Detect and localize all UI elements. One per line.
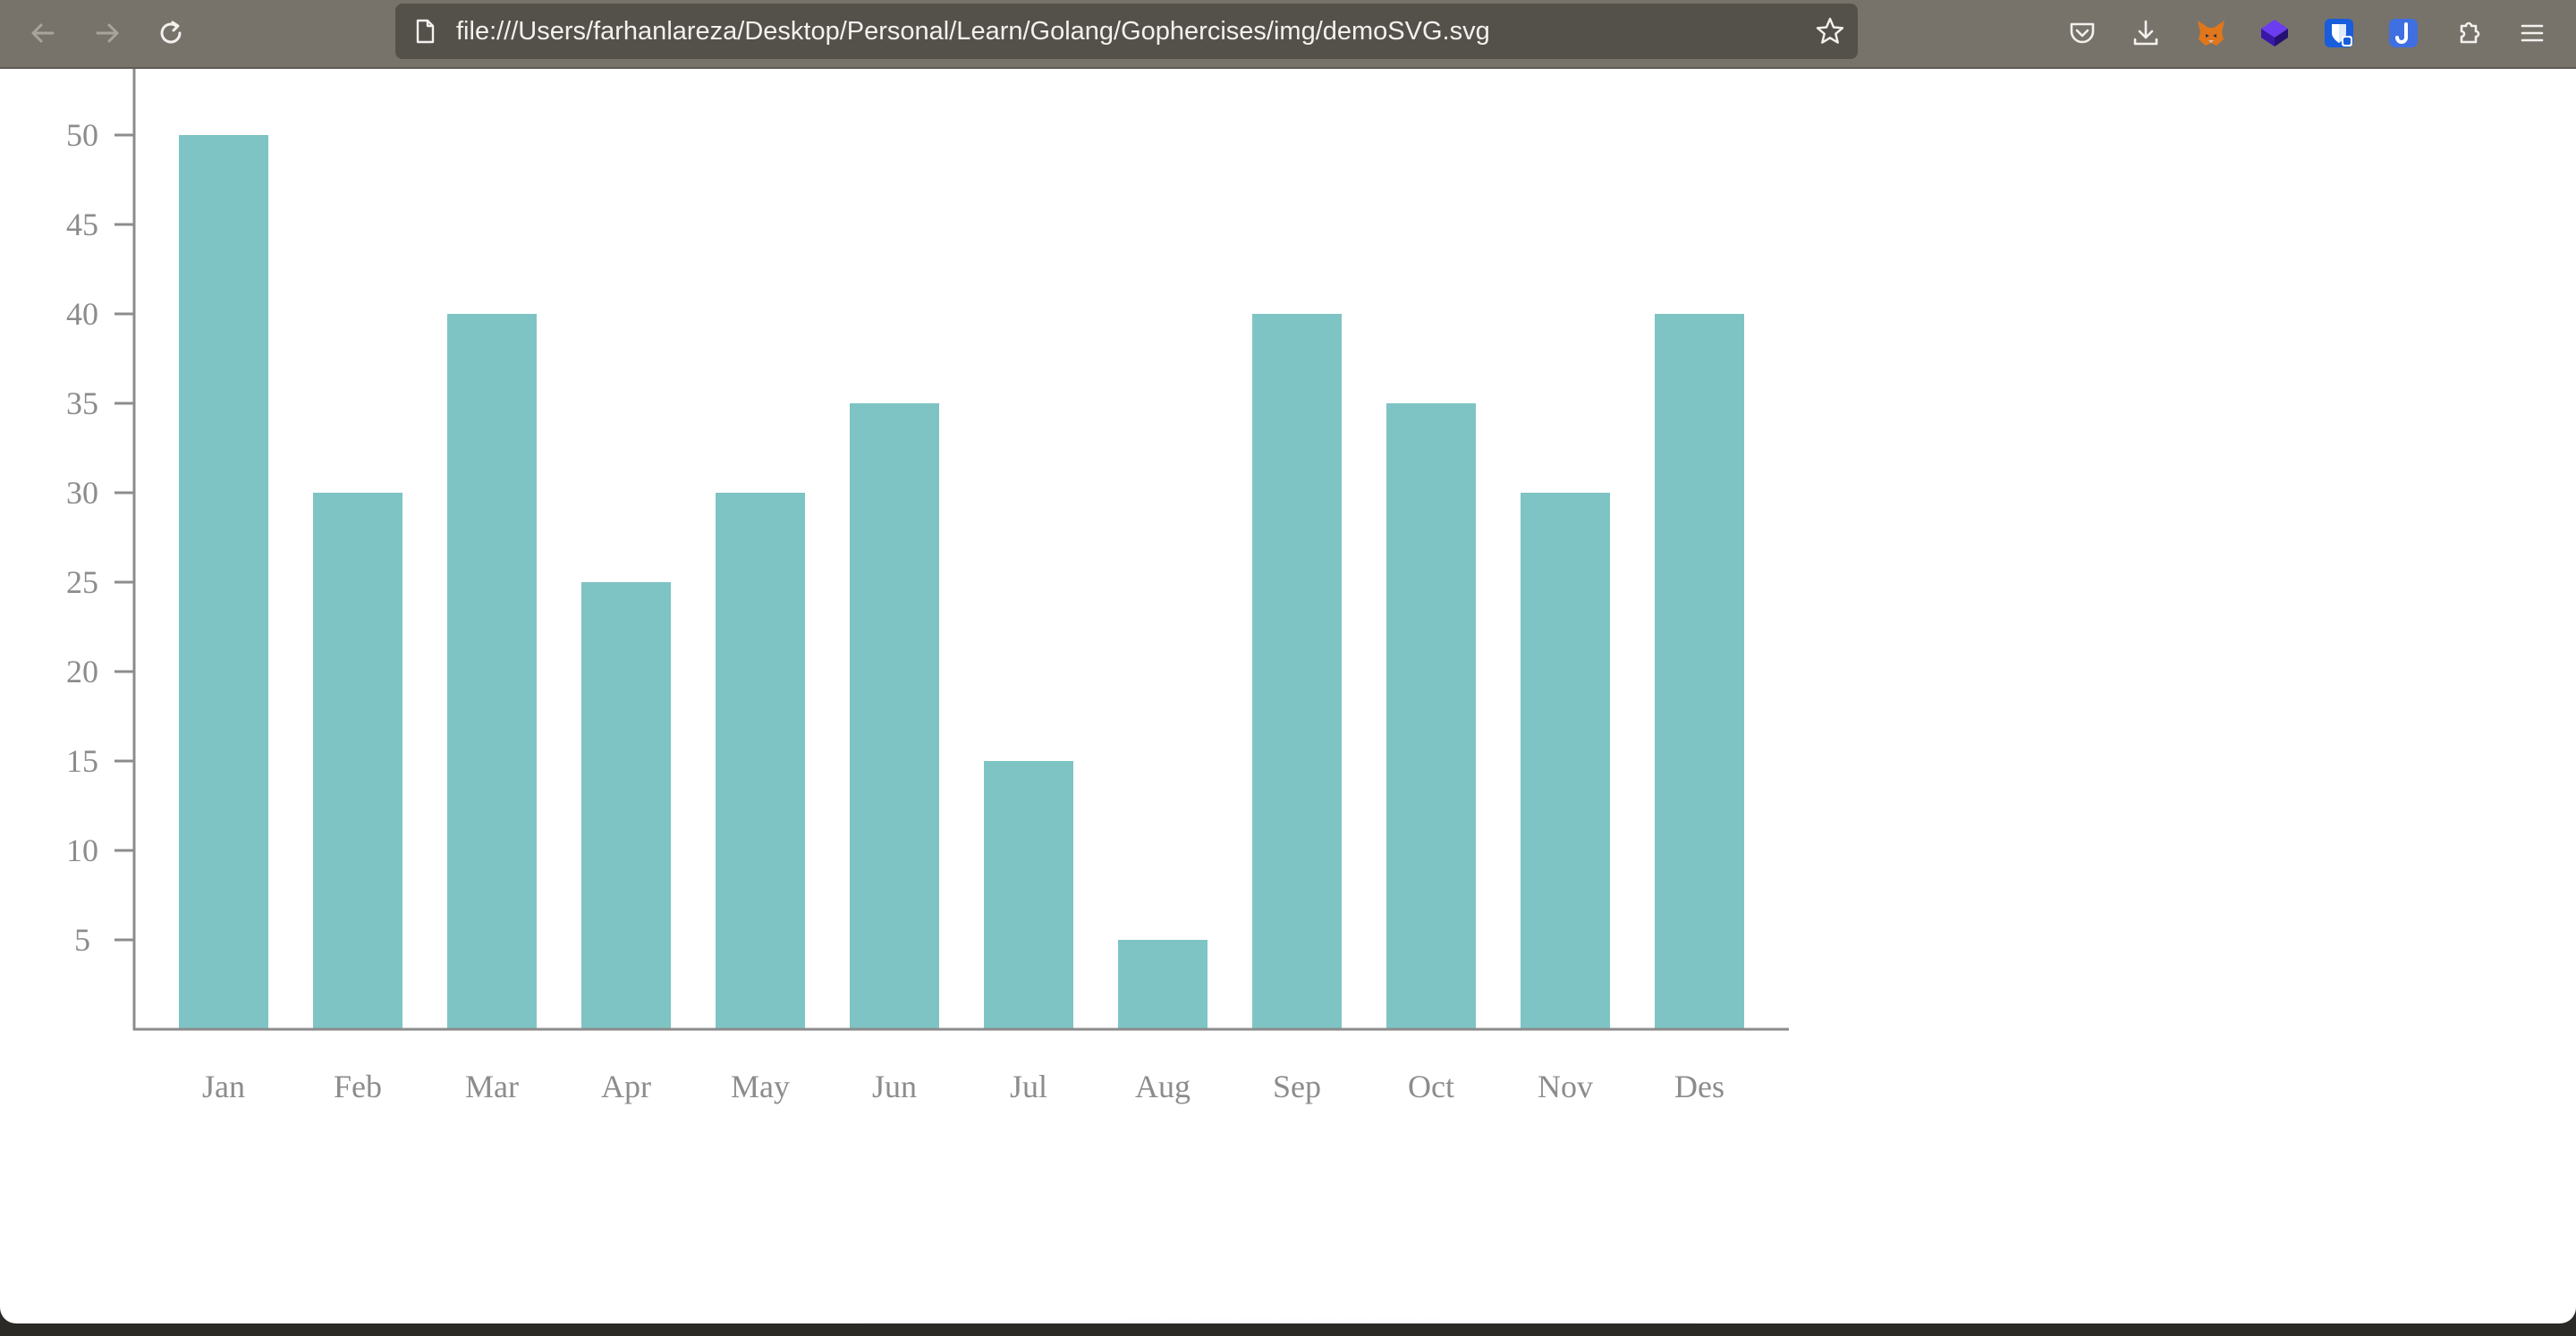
url-bar[interactable]: file:///Users/farhanlareza/Desktop/Perso…: [395, 4, 1858, 59]
download-icon: [2133, 20, 2158, 46]
forward-arrow-icon: [96, 23, 119, 43]
bar-chart: 5 10 15 20 25 30 35 40 45 50 Jan Feb Mar Apr May Jun Ju…: [66, 69, 1789, 1104]
y-tick-label: 50: [66, 117, 98, 153]
y-tick-label: 15: [66, 743, 98, 779]
fox-extension-icon: [2198, 21, 2224, 46]
pocket-button[interactable]: [2062, 13, 2103, 54]
x-category-label: Feb: [334, 1069, 382, 1104]
y-tick-label: 45: [66, 207, 98, 242]
bar-jul: [984, 761, 1073, 1029]
y-tick-label: 40: [66, 296, 98, 332]
j-extension-button[interactable]: [2383, 13, 2424, 54]
reload-button[interactable]: [148, 11, 193, 55]
forward-button[interactable]: [85, 11, 130, 55]
reload-icon: [160, 21, 182, 44]
x-category-label: Jun: [872, 1069, 917, 1104]
bar-may: [716, 493, 805, 1029]
blue-extension-button[interactable]: [2254, 13, 2295, 54]
bar-aug: [1118, 940, 1208, 1029]
x-category-label: Jul: [1010, 1069, 1047, 1104]
x-category-label: Des: [1674, 1069, 1724, 1104]
y-tick-label: 25: [66, 564, 98, 600]
bitwarden-extension-button[interactable]: [2318, 13, 2360, 54]
bar-mar: [447, 314, 537, 1029]
extensions-button[interactable]: [2448, 13, 2489, 54]
bar-sep: [1252, 314, 1342, 1029]
y-axis-ticks: 5 10 15 20 25 30 35 40 45 50: [66, 117, 134, 958]
app-menu-button[interactable]: [2512, 13, 2553, 54]
x-category-label: Aug: [1135, 1069, 1191, 1104]
x-category-label: Apr: [601, 1069, 651, 1104]
bar-des: [1655, 314, 1744, 1029]
hamburger-menu-icon: [2521, 24, 2544, 42]
page-icon: [416, 19, 435, 44]
pocket-icon: [2070, 22, 2095, 44]
shield-extension-icon: [2325, 19, 2353, 47]
x-category-label: Oct: [1408, 1069, 1454, 1104]
x-category-label: Jan: [202, 1069, 245, 1104]
back-button[interactable]: [21, 11, 65, 55]
page-shadow: [286, 1316, 2272, 1323]
x-axis-labels: Jan Feb Mar Apr May Jun Jul Aug Sep Oct Nov Des: [202, 1069, 1724, 1104]
x-category-label: Nov: [1538, 1069, 1593, 1104]
cube-extension-icon: [2261, 20, 2288, 47]
svg-document-viewport: 5 10 15 20 25 30 35 40 45 50 Jan Feb Mar Apr May Jun Ju…: [0, 69, 2576, 1323]
y-tick-label: 30: [66, 475, 98, 511]
y-tick-label: 35: [66, 385, 98, 421]
browser-toolbar: file:///Users/farhanlareza/Desktop/Perso…: [0, 0, 2576, 69]
bar-jun: [850, 403, 939, 1029]
bar-apr: [581, 582, 671, 1029]
metamask-extension-button[interactable]: [2190, 13, 2232, 54]
downloads-button[interactable]: [2125, 13, 2166, 54]
url-text[interactable]: file:///Users/farhanlareza/Desktop/Perso…: [456, 17, 1490, 46]
x-category-label: May: [731, 1069, 790, 1104]
back-arrow-icon: [31, 23, 55, 43]
bar-nov: [1521, 493, 1610, 1029]
bar-feb: [313, 493, 402, 1029]
bars: [179, 135, 1744, 1029]
x-category-label: Mar: [465, 1069, 519, 1104]
puzzle-icon: [2460, 21, 2480, 44]
y-tick-label: 5: [74, 922, 90, 958]
y-tick-label: 10: [66, 833, 98, 868]
bar-oct: [1386, 403, 1476, 1029]
y-tick-label: 20: [66, 654, 98, 689]
x-category-label: Sep: [1273, 1069, 1321, 1104]
bar-jan: [179, 135, 268, 1029]
star-icon[interactable]: [1815, 16, 1845, 47]
j-extension-icon: [2389, 19, 2418, 47]
